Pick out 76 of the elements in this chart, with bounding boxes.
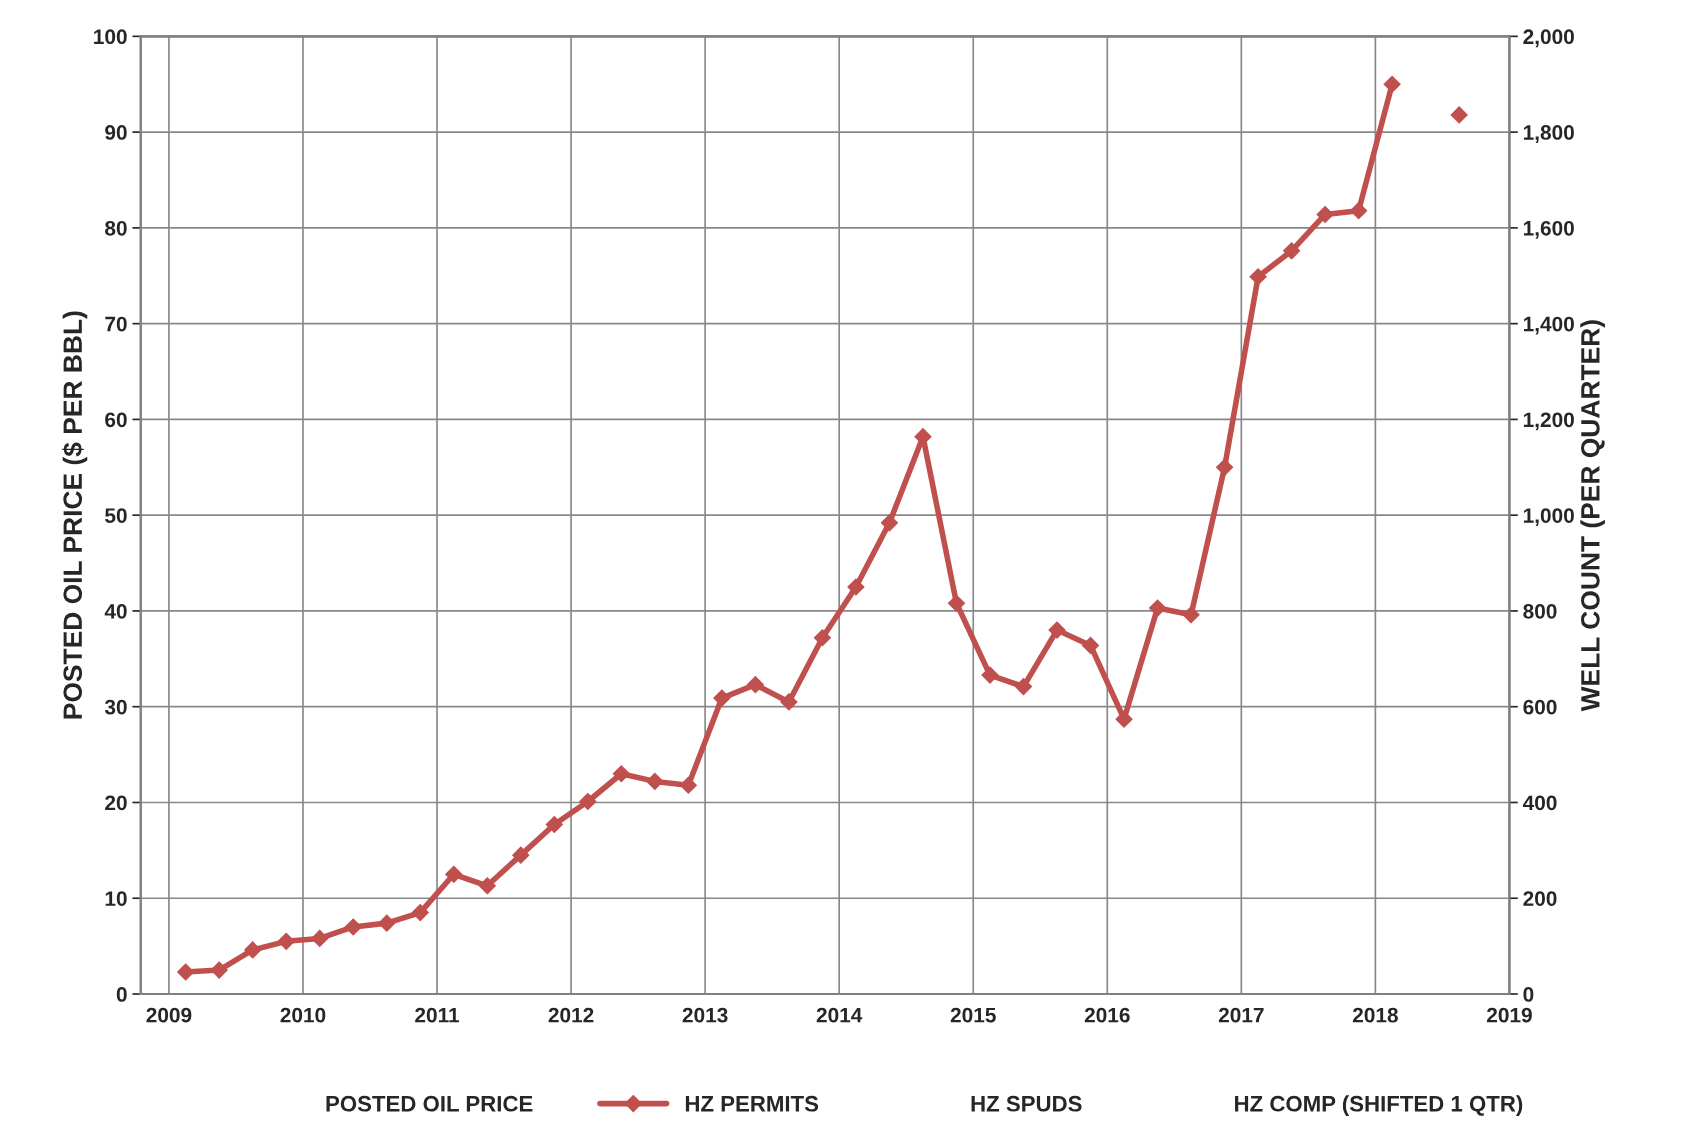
y2-tick-label: 800 [1523, 603, 1557, 619]
y2-tick-label: 1,400 [1523, 316, 1574, 335]
point [1048, 621, 1066, 639]
x-tick-label: 2015 [950, 1007, 996, 1023]
point [512, 846, 530, 864]
y-tick-label: 20 [105, 795, 127, 811]
y2-tick-label: 1,200 [1523, 412, 1574, 431]
text: HZ COMP (SHIFTED 1 QTR) [1235, 1095, 1523, 1116]
x-tick-label: 2014 [816, 1007, 863, 1023]
point [411, 904, 429, 922]
point [344, 918, 362, 936]
y-tick-label: 80 [105, 220, 127, 236]
y2-tick-label: 2,000 [1523, 29, 1574, 48]
x-tick-label: 2019 [1486, 1007, 1532, 1023]
x-tick-label: 2016 [1084, 1007, 1130, 1023]
point [1081, 636, 1100, 654]
x-tick-label: 2009 [146, 1007, 192, 1023]
point [311, 929, 329, 948]
y2-tick-label: 600 [1523, 699, 1557, 715]
point [210, 961, 228, 979]
point [1149, 599, 1167, 617]
y-tick-label: 100 [94, 29, 127, 45]
point [1115, 710, 1133, 728]
point [277, 932, 295, 950]
text: HZ SPUDS [971, 1095, 1082, 1112]
y-tick-label: 50 [105, 508, 127, 523]
x-tick-label: 2010 [280, 1007, 326, 1023]
y2-tick-label: 1,800 [1523, 125, 1574, 143]
point [579, 792, 597, 811]
point [1014, 678, 1033, 696]
point [813, 629, 831, 647]
point [780, 693, 798, 711]
point [947, 594, 966, 612]
point [478, 877, 496, 895]
y2-tick-label: 0 [1523, 987, 1534, 1002]
point [612, 765, 630, 783]
point [713, 689, 731, 707]
point [177, 963, 195, 981]
y-tick-label: 90 [105, 125, 127, 140]
y2-tick-label: 1,600 [1523, 220, 1574, 239]
point [679, 776, 697, 794]
text: POSTED OIL PRICE [326, 1095, 533, 1112]
x-tick-label: 2012 [548, 1007, 594, 1023]
point [1216, 458, 1234, 476]
point [545, 815, 563, 834]
point [1316, 205, 1334, 224]
point [1283, 242, 1301, 260]
y-axis-title: POSTED OIL PRICE ($ PER BBL) [62, 311, 88, 719]
y2-tick-label: 200 [1523, 891, 1557, 906]
point [1350, 202, 1368, 220]
y2-tick-label: 400 [1522, 795, 1557, 811]
legend-label: HZ PERMITS [685, 1095, 819, 1112]
point [981, 666, 999, 684]
x-tick-label: 2013 [682, 1007, 728, 1023]
y-tick-label: 30 [104, 699, 127, 715]
point [378, 914, 396, 932]
point [1249, 268, 1267, 286]
y-tick-label: 60 [105, 412, 127, 428]
point [1450, 106, 1468, 124]
point [1383, 75, 1401, 93]
point [880, 514, 899, 532]
point [244, 941, 262, 959]
y-tick-label: 70 [105, 316, 127, 332]
y2-axis-title: WELL COUNT (PER QUARTER) [1580, 320, 1605, 712]
x-tick-label: 2011 [415, 1007, 460, 1023]
y2-tick-label: 1,000 [1523, 508, 1574, 526]
point [847, 578, 865, 596]
y-tick-label: 0 [116, 987, 127, 1002]
x-tick-label: 2017 [1218, 1007, 1264, 1023]
point [646, 772, 664, 790]
y-tick-label: 40 [104, 603, 127, 619]
point [445, 865, 463, 883]
point [1182, 606, 1200, 624]
y-tick-label: 10 [105, 891, 127, 906]
x-tick-label: 2018 [1352, 1007, 1398, 1023]
point [746, 676, 764, 694]
